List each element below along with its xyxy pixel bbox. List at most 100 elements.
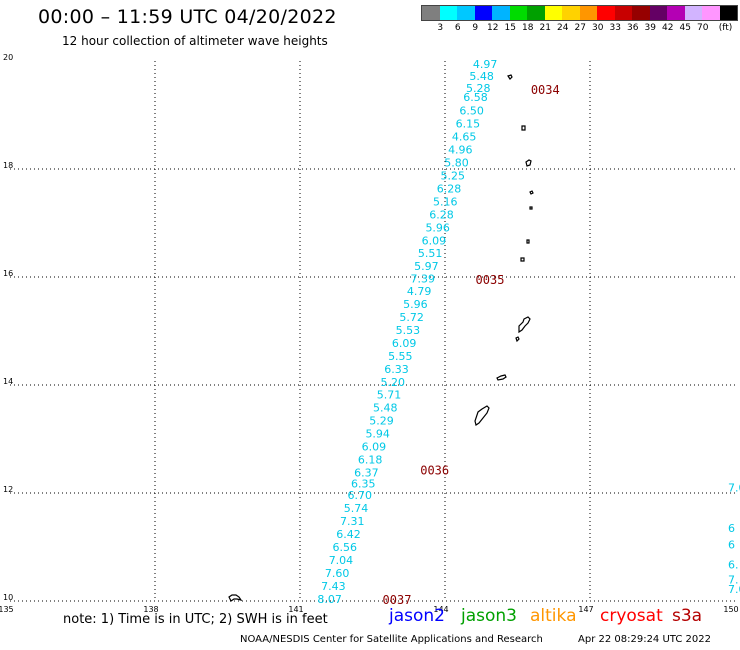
island-outline (525, 159, 532, 167)
island-outline (228, 594, 243, 602)
island-outline (529, 190, 534, 195)
wave-height-label: 6.28 (437, 182, 462, 195)
map-subtitle: 12 hour collection of altimeter wave hei… (62, 34, 328, 48)
wave-height-label: 6.56 (332, 541, 357, 554)
wave-height-label: 4.96 (448, 144, 473, 157)
pass-time-label: 0036 (420, 463, 449, 477)
color-legend-label: 12 (487, 23, 499, 33)
satellite-legend-s3a: s3a (672, 606, 703, 626)
wave-height-label: 6.15 (456, 118, 481, 131)
wave-height-label: 6.58 (463, 91, 488, 104)
map-title: 00:00 – 11:59 UTC 04/20/2022 (38, 6, 337, 28)
color-legend-label: 30 (592, 23, 604, 33)
wave-height-label: 5.72 (399, 311, 424, 324)
island-outline (520, 257, 525, 262)
color-legend-label: 24 (557, 23, 569, 33)
color-legend-label: 21 (539, 23, 551, 33)
wave-height-label: 6.28 (429, 208, 454, 221)
edge-wave-height-label: 7. (728, 573, 739, 586)
wave-height-label: 5.25 (441, 169, 466, 182)
lat-tick-label: 16 (3, 269, 13, 278)
color-legend-swatch (649, 6, 667, 20)
satellite-legend-altika: altika (530, 606, 577, 626)
color-legend-label: 15 (504, 23, 516, 33)
color-legend-label: 6 (454, 23, 461, 33)
pass-time-label: 0034 (531, 83, 560, 97)
wave-height-label: 7.39 (411, 273, 436, 286)
lon-tick-label: 135 (0, 605, 14, 614)
wave-height-label: 7.43 (321, 580, 346, 593)
wave-height-label: 5.74 (344, 502, 369, 515)
wave-height-label: 6.18 (358, 454, 383, 467)
wave-height-label: 7.60 (325, 567, 350, 580)
wave-height-label: 6.50 (459, 105, 484, 118)
edge-wave-height-label: 6 (728, 522, 735, 535)
island-outline (526, 239, 530, 244)
island-outline (521, 125, 526, 131)
color-legend-swatch (509, 6, 527, 20)
wave-height-label: 5.96 (425, 221, 450, 234)
color-legend-swatch (579, 6, 597, 20)
wave-height-label: 6.37 (354, 466, 379, 479)
lon-tick-label: 147 (578, 605, 593, 614)
lat-tick-label: 14 (3, 377, 13, 386)
island-outline (496, 374, 507, 381)
island-outline (507, 74, 513, 80)
wave-height-label: 5.48 (373, 402, 398, 415)
lat-tick-label: 20 (3, 53, 13, 62)
wave-height-label: 4.65 (452, 131, 477, 144)
color-legend-swatch (562, 6, 580, 20)
pass-time-label: 0037 (383, 593, 412, 607)
lat-tick-label: 10 (3, 593, 13, 602)
color-legend-swatch (492, 6, 510, 20)
wave-height-label: 5.29 (369, 415, 394, 428)
color-legend-unit: (ft) (718, 23, 733, 33)
color-legend-label: 39 (644, 23, 656, 33)
wave-height-label: 5.48 (469, 70, 494, 83)
color-legend-swatches (421, 5, 738, 21)
color-legend: 3 6 9 12 15 18 21 24 27 30 33 36 39 42 45 70 (ft) (421, 5, 738, 33)
wave-height-label: 5.16 (433, 195, 458, 208)
wave-height-label: 7.31 (340, 515, 365, 528)
generation-timestamp: Apr 22 08:29:24 UTC 2022 (578, 634, 711, 645)
wave-height-label: 5.55 (388, 350, 413, 363)
island-outline (515, 336, 520, 343)
color-legend-label: 3 (437, 23, 444, 33)
color-legend-label: 36 (627, 23, 639, 33)
wave-height-label: 6.09 (422, 234, 447, 247)
wave-height-label: 5.51 (418, 247, 443, 260)
color-legend-label: 42 (662, 23, 674, 33)
color-legend-swatch (527, 6, 545, 20)
wave-height-label: 6.33 (384, 363, 409, 376)
wave-height-label: 5.80 (444, 157, 469, 170)
color-legend-label: 27 (574, 23, 586, 33)
color-legend-swatch (684, 6, 702, 20)
lon-tick-label: 141 (288, 605, 303, 614)
color-legend-swatch (702, 6, 720, 20)
lon-tick-label: 150 (723, 605, 738, 614)
satellite-legend-cryosat: cryosat (600, 606, 663, 626)
wave-height-label: 8.07 (317, 593, 342, 606)
color-legend-swatch (719, 6, 737, 20)
edge-wave-height-label: 7.0 (728, 482, 740, 495)
color-legend-swatch (457, 6, 475, 20)
color-legend-swatch (474, 6, 492, 20)
color-legend-swatch (597, 6, 615, 20)
color-legend-label: 70 (697, 23, 709, 33)
wave-height-label: 7.04 (329, 554, 354, 567)
edge-wave-height-label: 6. (728, 558, 739, 571)
color-legend-swatch (439, 6, 457, 20)
wave-height-label: 5.20 (381, 376, 406, 389)
color-legend-swatch (667, 6, 685, 20)
wave-height-label: 5.97 (414, 260, 439, 273)
wave-height-label: 6.35 (351, 477, 376, 490)
lon-tick-label: 138 (143, 605, 158, 614)
pass-time-label: 0035 (476, 273, 505, 287)
lon-tick-label: 144 (433, 605, 448, 614)
wave-height-label: 5.94 (365, 428, 390, 441)
wave-height-label: 5.28 (466, 82, 491, 95)
wave-height-label: 5.71 (377, 389, 402, 402)
color-legend-swatch (632, 6, 650, 20)
lat-tick-label: 12 (3, 485, 13, 494)
edge-wave-height-label: 7.0 (728, 583, 740, 596)
